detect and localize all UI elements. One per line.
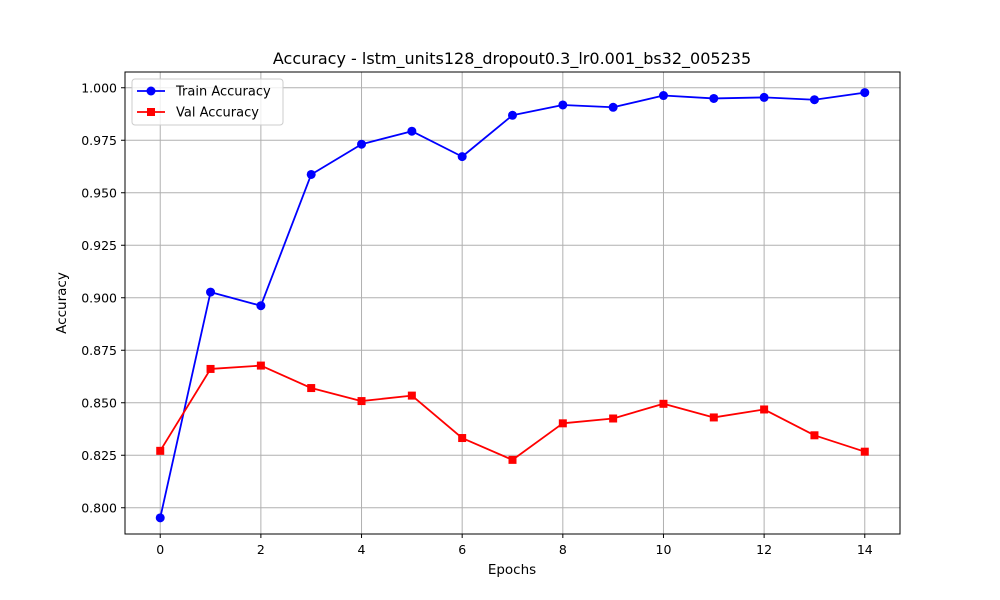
legend-entry-val-accuracy: Val Accuracy [137, 106, 259, 121]
series-layer [155, 88, 870, 523]
train-accuracy-point [558, 100, 568, 110]
train-accuracy-series [155, 88, 870, 523]
train-accuracy-point [155, 513, 165, 523]
val-accuracy-point [256, 361, 265, 370]
train-accuracy-point [457, 152, 467, 162]
y-tick-label: 0.800 [81, 500, 117, 515]
val-accuracy-point [307, 384, 316, 393]
val-accuracy-point [357, 397, 366, 406]
train-accuracy-point [357, 139, 367, 149]
x-tick-label: 10 [656, 542, 672, 557]
train-accuracy-point [256, 301, 266, 311]
x-axis-ticks: 0 2 4 6 8 10 12 14 [156, 534, 873, 557]
legend-entry-train-accuracy: Train Accuracy [137, 85, 271, 100]
val-accuracy-point [659, 399, 668, 408]
x-tick-label: 12 [756, 542, 772, 557]
y-tick-label: 0.850 [81, 395, 117, 410]
y-tick-label: 0.925 [81, 238, 117, 253]
y-tick-label: 0.825 [81, 448, 117, 463]
grid-lines [125, 72, 900, 534]
legend-swatch-marker [146, 86, 156, 96]
x-tick-label: 0 [156, 542, 164, 557]
legend-swatch-marker [147, 108, 155, 116]
legend-box [131, 78, 284, 126]
y-tick-label: 0.900 [81, 290, 117, 305]
y-axis-label: Accuracy [54, 272, 70, 334]
val-accuracy-point [860, 447, 869, 456]
val-accuracy-point [156, 446, 165, 455]
x-tick-label: 2 [257, 542, 265, 557]
x-tick-label: 6 [458, 542, 466, 557]
train-accuracy-point [508, 110, 517, 120]
val-accuracy-point [709, 413, 718, 422]
y-tick-label: 0.875 [81, 343, 117, 358]
train-accuracy-point [608, 102, 618, 112]
y-tick-label: 1.000 [81, 80, 117, 95]
val-accuracy-series [156, 361, 869, 464]
train-accuracy-point [658, 91, 668, 101]
val-accuracy-point [558, 419, 567, 428]
val-accuracy-point [810, 431, 819, 440]
val-accuracy-point [458, 434, 467, 443]
x-tick-label: 4 [358, 542, 366, 557]
x-tick-label: 8 [559, 542, 567, 557]
legend-label: Val Accuracy [176, 106, 259, 121]
plot-frame [124, 71, 901, 535]
train-accuracy-point [407, 126, 417, 136]
legend-entries: Train Accuracy Val Accuracy [137, 85, 271, 121]
train-accuracy-point [860, 88, 870, 98]
val-accuracy-point [407, 391, 416, 400]
legend-label: Train Accuracy [175, 85, 271, 100]
y-axis-ticks: 0.800 0.825 0.850 0.875 0.900 0.925 0.950 0.975… [81, 80, 125, 515]
train-accuracy-point [306, 169, 316, 179]
val-accuracy-point [508, 455, 517, 464]
train-accuracy-point [206, 287, 216, 297]
y-tick-label: 0.975 [81, 133, 117, 148]
x-tick-label: 14 [857, 542, 873, 557]
train-accuracy-point [809, 95, 819, 105]
val-accuracy-point [760, 405, 769, 414]
train-accuracy-point [709, 93, 719, 103]
train-accuracy-point [759, 92, 769, 102]
legend: Train Accuracy Val Accuracy [131, 78, 284, 126]
val-accuracy-point [206, 364, 215, 373]
chart-title: Accuracy - lstm_units128_dropout0.3_lr0.… [273, 49, 751, 69]
val-accuracy-point [609, 414, 618, 423]
x-axis-label: Epochs [488, 562, 536, 578]
y-tick-label: 0.950 [81, 185, 117, 200]
